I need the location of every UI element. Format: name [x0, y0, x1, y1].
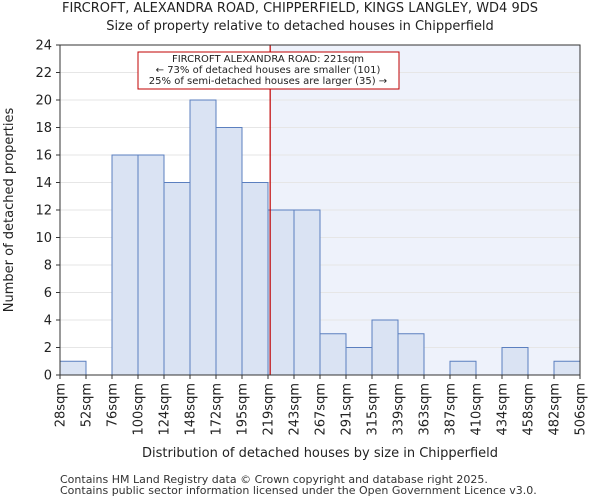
- bar: [137, 154, 165, 376]
- y-tick-label: 8: [44, 259, 52, 274]
- x-tick-label: 172sqm: [210, 383, 225, 436]
- x-axis-label: Distribution of detached houses by size …: [142, 446, 498, 461]
- bar: [215, 127, 243, 376]
- bar: [371, 319, 399, 376]
- bar: [241, 182, 269, 376]
- bar: [449, 360, 477, 376]
- y-tick-label: 22: [35, 66, 52, 81]
- x-tick-label: 100sqm: [132, 383, 147, 436]
- footer-copyright: Contains HM Land Registry data © Crown c…: [60, 473, 488, 486]
- annotation-line-2: ← 73% of detached houses are smaller (10…: [156, 65, 381, 76]
- bar: [553, 360, 581, 376]
- x-tick-label: 482sqm: [548, 383, 563, 436]
- bar: [319, 333, 347, 376]
- plot-area-frame: [59, 44, 581, 376]
- x-tick-label: 339sqm: [392, 383, 407, 436]
- bar: [501, 347, 529, 376]
- bar: [345, 347, 373, 376]
- x-tick-label: 124sqm: [158, 383, 173, 436]
- y-axis-label: Number of detached properties: [2, 108, 17, 313]
- y-tick-label: 24: [35, 39, 52, 54]
- bar: [111, 154, 139, 376]
- x-tick-label: 267sqm: [314, 383, 329, 436]
- bars: [59, 99, 581, 376]
- x-tick-label: 458sqm: [522, 383, 537, 436]
- x-tick-label: 315sqm: [366, 383, 381, 436]
- x-tick-label: 363sqm: [418, 383, 433, 436]
- x-tick-label: 506sqm: [574, 383, 589, 436]
- chart-subtitle: Size of property relative to detached ho…: [106, 19, 494, 34]
- bar: [189, 99, 217, 376]
- y-tick-label: 18: [35, 121, 52, 136]
- chart-title: FIRCROFT, ALEXANDRA ROAD, CHIPPERFIELD, …: [61, 1, 538, 16]
- x-tick-label: 148sqm: [184, 383, 199, 436]
- y-tick-label: 6: [44, 286, 52, 301]
- y-tick-label: 0: [44, 369, 52, 384]
- y-tick-label: 2: [44, 341, 52, 356]
- y-tick-label: 16: [35, 149, 52, 164]
- bar: [267, 209, 295, 376]
- x-tick-label: 387sqm: [444, 383, 459, 436]
- x-tick-label: 434sqm: [496, 383, 511, 436]
- y-tick-label: 20: [35, 94, 52, 109]
- x-tick-label: 195sqm: [236, 383, 251, 436]
- bar: [59, 360, 87, 376]
- annotation-line-1: FIRCROFT ALEXANDRA ROAD: 221sqm: [172, 54, 364, 65]
- x-tick-label: 219sqm: [262, 383, 277, 436]
- x-tick-label: 243sqm: [288, 383, 303, 436]
- y-tick-label: 12: [35, 204, 52, 219]
- x-tick-label: 28sqm: [54, 383, 69, 427]
- bar: [293, 209, 321, 376]
- annotation-box: [137, 51, 400, 90]
- bar: [163, 182, 191, 376]
- x-axis-ticks: 28sqm 52sqm 76sqm 100sqm 124sqm 148sqm 172sqm 1…: [54, 375, 589, 436]
- x-tick-label: 410sqm: [470, 383, 485, 436]
- x-tick-label: 291sqm: [340, 383, 355, 436]
- footer-licence: Contains public sector information licen…: [60, 484, 537, 497]
- y-tick-label: 10: [35, 231, 52, 246]
- x-tick-label: 52sqm: [80, 383, 95, 427]
- bar: [397, 333, 425, 376]
- annotation-line-3: 25% of semi-detached houses are larger (…: [149, 76, 387, 87]
- x-tick-label: 76sqm: [106, 383, 121, 427]
- y-tick-label: 4: [44, 314, 52, 329]
- y-tick-label: 14: [35, 176, 52, 191]
